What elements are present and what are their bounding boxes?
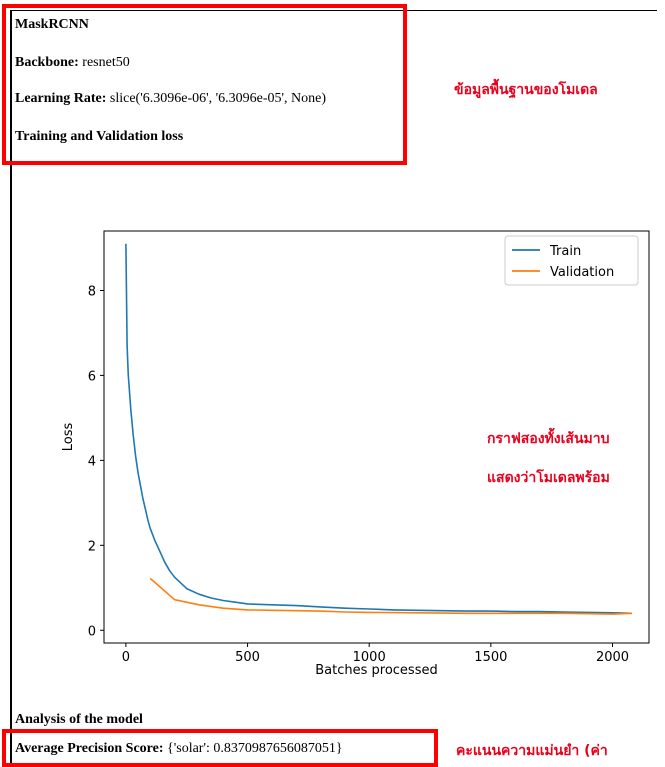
learning-rate-value: slice('6.3096e-06', '6.3096e-05', None): [109, 91, 327, 106]
y-tick-label: 0: [88, 624, 96, 639]
average-precision-label: Average Precision Score:: [15, 741, 164, 756]
legend-label-train: Train: [549, 244, 581, 259]
x-tick-label: 2000: [596, 650, 629, 665]
validation-loss-line: [149, 577, 633, 615]
model-info-annotation: ข้อมูลพื้นฐานของโมเดล: [454, 82, 598, 98]
score-highlight-box: [2, 729, 438, 767]
model-name: MaskRCNN: [15, 17, 89, 32]
y-axis-label: Loss: [61, 423, 76, 452]
learning-rate-line: Learning Rate: slice('6.3096e-06', '6.30…: [15, 91, 326, 107]
chart-series: [125, 243, 633, 615]
x-tick-label: 0: [122, 650, 130, 665]
legend-box: [504, 235, 639, 286]
backbone-value: resnet50: [82, 55, 130, 70]
backbone-line: Backbone: resnet50: [15, 55, 130, 71]
backbone-label: Backbone:: [15, 55, 79, 70]
chart-axes: 0 500 1000 1500 2000 0 2 4 6 8 Batches processed Lo…: [61, 230, 650, 678]
y-tick-label: 6: [88, 369, 96, 384]
average-precision-line: Average Precision Score: {'solar': 0.837…: [15, 741, 343, 757]
learning-rate-label: Learning Rate:: [15, 91, 107, 106]
y-tick-label: 4: [88, 454, 96, 469]
score-annotation: คะแนนความแม่นยำ (ค่า: [456, 743, 608, 759]
plot-area-frame: [103, 230, 650, 644]
model-info-highlight-box: [2, 4, 407, 165]
x-tick-label: 1500: [474, 650, 507, 665]
graph-annotation-line-2: แสดงว่าโมเดลพร้อม: [487, 470, 610, 486]
y-tick-label: 8: [88, 284, 96, 299]
legend-label-validation: Validation: [550, 265, 614, 280]
train-loss-line: [125, 243, 633, 615]
x-tick-label: 1000: [353, 650, 386, 665]
loss-heading: Training and Validation loss: [15, 129, 184, 144]
analysis-heading: Analysis of the model: [15, 712, 143, 727]
chart-legend: Train Validation: [504, 235, 639, 286]
x-axis-label: Batches processed: [315, 663, 437, 678]
x-tick-label: 500: [235, 650, 260, 665]
average-precision-value: {'solar': 0.8370987656087051}: [167, 741, 343, 756]
y-tick-label: 2: [88, 539, 96, 554]
notebook-output-frame: [10, 10, 657, 766]
graph-annotation-line-1: กราฟสองทั้งเส้นมาบ: [487, 431, 610, 447]
